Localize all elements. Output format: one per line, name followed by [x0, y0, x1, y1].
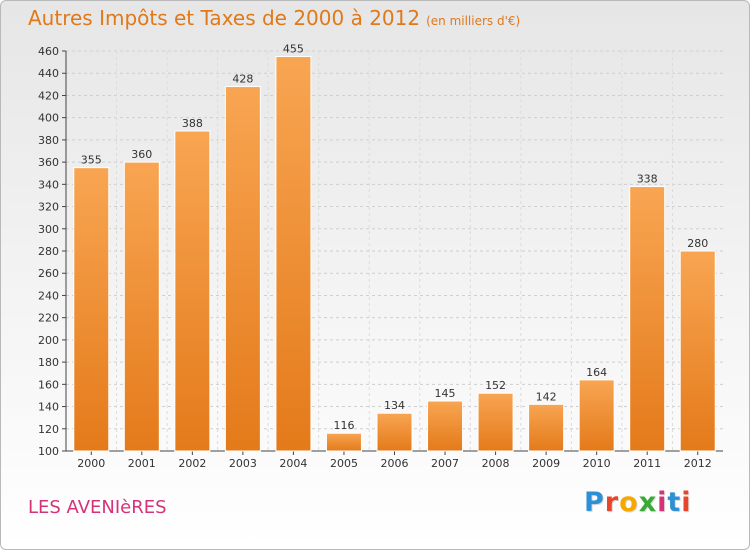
bar [275, 56, 312, 452]
x-tick-label: 2001 [128, 457, 156, 470]
bar-value-label: 280 [687, 237, 708, 250]
bar-value-label: 145 [435, 387, 456, 400]
x-tick-label: 2003 [229, 457, 257, 470]
bar-value-label: 360 [131, 148, 152, 161]
commune-name: LES AVENIèRES [28, 497, 167, 518]
bar-value-label: 455 [283, 43, 304, 56]
y-tick-label: 400 [38, 112, 59, 125]
bar [578, 379, 615, 452]
y-tick-label: 320 [38, 201, 59, 214]
x-tick-label: 2006 [381, 457, 409, 470]
y-tick-label: 240 [38, 289, 59, 302]
x-tick-label: 2005 [330, 457, 358, 470]
chart-title: Autres Impôts et Taxes de 2000 à 2012 (en… [28, 6, 521, 30]
bar [376, 412, 413, 452]
y-tick-label: 120 [38, 423, 59, 436]
y-tick-label: 300 [38, 223, 59, 236]
y-tick-label: 100 [38, 445, 59, 458]
x-tick-label: 2002 [178, 457, 206, 470]
logo-letter: o [619, 487, 639, 518]
bar [73, 167, 110, 452]
x-tick-label: 2004 [279, 457, 307, 470]
bar-value-label: 355 [81, 154, 102, 167]
bar [123, 161, 160, 452]
y-tick-label: 340 [38, 178, 59, 191]
bar [325, 432, 362, 452]
bar-value-label: 388 [182, 117, 203, 130]
bar [528, 403, 565, 452]
bar-value-label: 116 [333, 419, 354, 432]
x-tick-label: 2009 [532, 457, 560, 470]
logo-letter: i [657, 487, 668, 518]
bar [427, 400, 464, 452]
bar [477, 392, 514, 452]
logo-letter: i [681, 487, 692, 518]
x-tick-label: 2012 [684, 457, 712, 470]
x-tick-label: 2010 [583, 457, 611, 470]
bar-value-label: 428 [232, 73, 253, 86]
y-tick-label: 440 [38, 67, 59, 80]
logo-letter: t [667, 487, 682, 518]
bars: 355 360 388 428 455 116 134 145 152 142 164 338 280 [73, 43, 716, 452]
x-tick-label: 2007 [431, 457, 459, 470]
bar-value-label: 134 [384, 399, 405, 412]
y-tick-label: 260 [38, 267, 59, 280]
proxiti-logo: Proxiti [584, 487, 692, 518]
bar [629, 186, 666, 452]
logo-letter: P [584, 487, 605, 518]
y-tick-label: 200 [38, 334, 59, 347]
x-tick-label: 2008 [482, 457, 510, 470]
chart-unit: (en milliers d'€) [426, 14, 521, 28]
axes: 100 120 140 160 180 200 220 240 260 280 300 320 340 3… [38, 45, 723, 470]
y-tick-label: 380 [38, 134, 59, 147]
bar-value-label: 164 [586, 366, 607, 379]
x-tick-label: 2000 [77, 457, 105, 470]
y-tick-label: 360 [38, 156, 59, 169]
y-tick-label: 420 [38, 89, 59, 102]
bar [174, 130, 211, 452]
x-tick-label: 2011 [633, 457, 661, 470]
y-tick-label: 140 [38, 401, 59, 414]
bar [224, 86, 261, 452]
bar-value-label: 142 [536, 390, 557, 403]
bar [679, 250, 716, 452]
y-tick-label: 460 [38, 45, 59, 58]
bar-value-label: 338 [637, 173, 658, 186]
gridlines [66, 50, 723, 452]
bar-value-label: 152 [485, 379, 506, 392]
y-tick-label: 160 [38, 378, 59, 391]
logo-letter: x [638, 487, 658, 518]
logo-letter: r [604, 487, 620, 518]
y-tick-label: 220 [38, 312, 59, 325]
y-tick-label: 280 [38, 245, 59, 258]
y-tick-label: 180 [38, 356, 59, 369]
